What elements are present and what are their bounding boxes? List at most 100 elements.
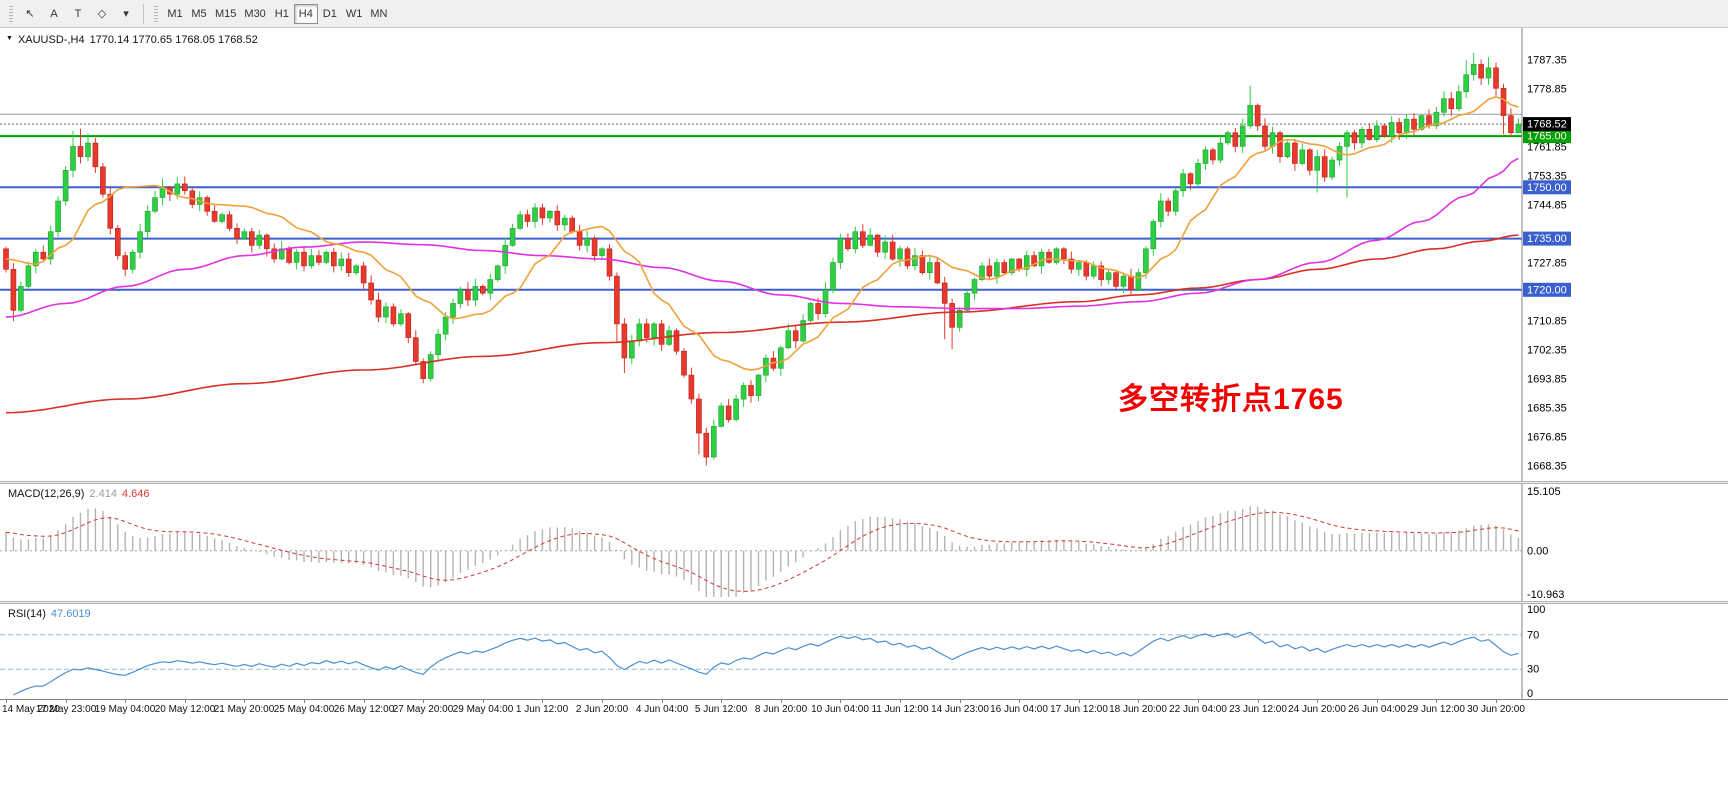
panel-separator[interactable] bbox=[0, 601, 1728, 604]
candle bbox=[1485, 57, 1492, 85]
time-label: 17 May 23:00 bbox=[35, 704, 97, 715]
shapes-tool-button[interactable]: ◇ bbox=[97, 8, 107, 20]
candle bbox=[1463, 60, 1469, 98]
candle bbox=[1262, 118, 1268, 151]
time-label: 21 May 20:00 bbox=[213, 704, 275, 715]
time-tick bbox=[602, 700, 603, 703]
candle bbox=[718, 402, 725, 428]
text-box-tool-button[interactable]: T bbox=[74, 7, 82, 20]
candle bbox=[316, 250, 322, 266]
timeframe-button-W1[interactable]: W1 bbox=[345, 7, 363, 20]
price-label: 1685.35 bbox=[1527, 403, 1567, 415]
time-tick bbox=[721, 700, 722, 703]
candle bbox=[591, 235, 598, 262]
macd-panel[interactable]: 15.105 0.00 -10.963 bbox=[0, 484, 1728, 601]
candle bbox=[1277, 130, 1283, 163]
toolbar-separator bbox=[143, 3, 144, 24]
candle bbox=[547, 210, 553, 223]
time-tick bbox=[662, 700, 663, 703]
rsi-panel[interactable]: 100 70 30 0 bbox=[0, 604, 1728, 699]
candle bbox=[18, 281, 24, 313]
candle bbox=[524, 209, 531, 228]
time-label: 5 Jun 12:00 bbox=[694, 704, 748, 715]
candle bbox=[621, 318, 628, 374]
pointer-tool-button[interactable]: ↖ bbox=[25, 8, 35, 20]
candle bbox=[614, 272, 620, 342]
candle bbox=[1292, 139, 1298, 171]
time-label: 10 Jun 04:00 bbox=[811, 704, 869, 715]
candle bbox=[1314, 149, 1320, 193]
candle bbox=[949, 298, 955, 350]
macd-name: MACD(12,26,9) bbox=[8, 488, 85, 500]
annotation-text: 多空转折点1765 bbox=[1118, 383, 1344, 416]
timeframes-drag-handle[interactable] bbox=[154, 5, 158, 22]
timeframe-button-M1[interactable]: M1 bbox=[167, 7, 183, 20]
time-tick bbox=[542, 700, 543, 703]
candle bbox=[182, 176, 188, 195]
text-label-tool-button[interactable]: A bbox=[50, 7, 58, 20]
toolbar-drag-handle[interactable] bbox=[9, 5, 13, 22]
rsi-scale-label: 30 bbox=[1527, 664, 1539, 676]
candle bbox=[926, 256, 933, 280]
candle bbox=[1396, 118, 1402, 140]
candle bbox=[1366, 123, 1373, 141]
candle bbox=[241, 228, 248, 241]
timeframe-button-MN[interactable]: MN bbox=[370, 7, 388, 20]
candle bbox=[256, 230, 263, 250]
time-tick bbox=[364, 700, 365, 703]
candle bbox=[763, 354, 769, 382]
price-label: 1778.85 bbox=[1527, 83, 1567, 95]
candle bbox=[1068, 251, 1075, 274]
candle bbox=[1493, 62, 1499, 96]
candle bbox=[1143, 246, 1149, 279]
candle bbox=[1195, 158, 1201, 186]
timeframe-button-M15[interactable]: M15 bbox=[215, 7, 237, 20]
price-label: 1702.35 bbox=[1527, 345, 1567, 357]
candle bbox=[845, 233, 851, 252]
candle bbox=[1158, 193, 1164, 228]
candle bbox=[1180, 169, 1186, 197]
candle bbox=[859, 224, 866, 248]
candle bbox=[770, 351, 777, 372]
timeframe-button-H4[interactable]: H4 bbox=[293, 3, 318, 24]
macd-signal-value: 4.646 bbox=[121, 488, 150, 500]
candle bbox=[427, 351, 434, 382]
candle bbox=[1381, 123, 1388, 138]
candle bbox=[1247, 85, 1253, 129]
candle bbox=[1172, 188, 1179, 216]
time-axis[interactable]: 14 May 2020 17 May 23:00 19 May 04:00 20 Ma… bbox=[0, 699, 1728, 719]
timeframe-button-D1[interactable]: D1 bbox=[322, 7, 337, 20]
price-label: 1668.35 bbox=[1527, 461, 1567, 473]
candle bbox=[278, 241, 285, 261]
candle bbox=[889, 234, 896, 261]
candle bbox=[696, 393, 702, 455]
chart-window[interactable]: 1668.35 1676.85 1685.35 1693.85 1702.35 1710.… bbox=[0, 28, 1728, 794]
candle bbox=[47, 225, 54, 265]
candle bbox=[77, 128, 84, 164]
main-chart-panel[interactable]: 1668.35 1676.85 1685.35 1693.85 1702.35 1710.… bbox=[0, 28, 1728, 481]
candle bbox=[748, 380, 754, 403]
timeframe-button-M5[interactable]: M5 bbox=[191, 7, 207, 20]
candle bbox=[1008, 257, 1015, 276]
candle bbox=[1239, 118, 1246, 153]
candle bbox=[800, 314, 806, 343]
time-label: 29 Jun 12:00 bbox=[1407, 704, 1465, 715]
symbol-marker-icon: ▼ bbox=[6, 35, 13, 42]
panel-separator[interactable] bbox=[0, 481, 1728, 484]
timeframe-button-M30[interactable]: M30 bbox=[244, 7, 266, 20]
candle bbox=[219, 212, 225, 224]
candle bbox=[1105, 269, 1112, 285]
candle bbox=[353, 264, 360, 275]
price-label: 1753.35 bbox=[1527, 170, 1567, 182]
candle bbox=[599, 247, 605, 260]
candle bbox=[293, 249, 300, 270]
time-tick bbox=[1317, 700, 1318, 703]
rsi-indicator-label: RSI(14) 47.6019 bbox=[8, 608, 91, 620]
candle bbox=[398, 309, 404, 327]
candle bbox=[1210, 147, 1216, 165]
price-line-badge bbox=[1523, 129, 1571, 144]
shapes-dropdown-caret[interactable]: ▾ bbox=[123, 8, 129, 20]
timeframe-button-H1[interactable]: H1 bbox=[274, 7, 289, 20]
time-tick bbox=[840, 700, 841, 703]
time-label: 16 Jun 04:00 bbox=[990, 704, 1048, 715]
